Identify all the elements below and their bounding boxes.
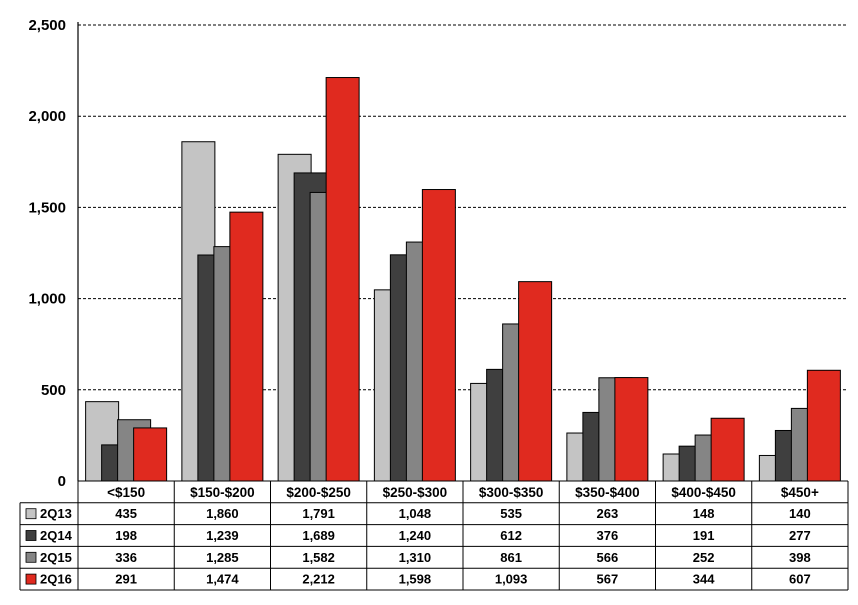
bar-2q16-4 bbox=[518, 281, 553, 482]
table-cell-value: 435 bbox=[115, 506, 137, 521]
table-cell-value: 1,791 bbox=[302, 506, 335, 521]
category-label: $450+ bbox=[781, 485, 819, 500]
legend-label: 2Q14 bbox=[40, 528, 73, 543]
table-cell-value: 861 bbox=[500, 550, 522, 565]
table-cell-value: 252 bbox=[693, 550, 715, 565]
y-tick-label: 2,000 bbox=[28, 108, 66, 125]
legend-swatch-2q14 bbox=[25, 530, 37, 541]
legend-label: 2Q15 bbox=[40, 550, 72, 565]
category-label: $300-$350 bbox=[479, 485, 544, 500]
table-cell-value: 1,093 bbox=[495, 572, 528, 587]
y-tick-label: 1,000 bbox=[28, 291, 66, 308]
table-cell-value: 1,598 bbox=[399, 572, 432, 587]
table-cell-value: 1,474 bbox=[206, 572, 239, 587]
table-cell-value: 1,582 bbox=[302, 550, 335, 565]
bar-2q16-6 bbox=[710, 417, 745, 482]
data-table: <$150 $150-$200 $200-$250 $250-$300 $300-$35… bbox=[19, 480, 849, 591]
legend-swatch-2q16 bbox=[25, 573, 37, 585]
legend-label: 2Q16 bbox=[40, 572, 72, 587]
table-cell-value: 2,212 bbox=[302, 572, 335, 587]
category-label: $250-$300 bbox=[383, 485, 448, 500]
table-cell-value: 607 bbox=[789, 572, 811, 587]
table-cell-value: 566 bbox=[597, 550, 619, 565]
legend-swatch-2q13 bbox=[25, 508, 37, 520]
category-label: $350-$400 bbox=[575, 485, 640, 500]
table-cell-value: 291 bbox=[115, 572, 137, 587]
y-axis: 0 500 1,000 1,500 2,000 2,500 bbox=[28, 17, 79, 490]
table-cell-value: 148 bbox=[693, 506, 715, 521]
bar-2q16-7 bbox=[806, 369, 841, 482]
y-tick-label: 0 bbox=[58, 473, 66, 490]
table-cell-value: 1,285 bbox=[206, 550, 239, 565]
table-cell-value: 1,310 bbox=[399, 550, 432, 565]
table-cell-value: 336 bbox=[115, 550, 137, 565]
table-cell-value: 277 bbox=[789, 528, 811, 543]
table-cell-value: 567 bbox=[597, 572, 619, 587]
table-cell-value: 376 bbox=[597, 528, 619, 543]
bar-2q16-3 bbox=[421, 189, 456, 482]
y-tick-label: 2,500 bbox=[28, 17, 66, 34]
gridlines bbox=[78, 24, 848, 391]
category-label: $400-$450 bbox=[671, 485, 736, 500]
bar-2q16-2 bbox=[325, 77, 360, 482]
table-cell-value: 1,239 bbox=[206, 528, 239, 543]
table-cell-value: 1,048 bbox=[399, 506, 432, 521]
table-cell-value: 344 bbox=[693, 572, 715, 587]
table-cell-value: 1,240 bbox=[399, 528, 432, 543]
table-cell-value: 1,689 bbox=[302, 528, 335, 543]
table-cell-value: 198 bbox=[115, 528, 137, 543]
table-cell-value: 263 bbox=[597, 506, 619, 521]
category-label: $200-$250 bbox=[286, 485, 351, 500]
bar-2q16-1 bbox=[229, 211, 264, 482]
table-cell-value: 398 bbox=[789, 550, 811, 565]
table-cell-value: 140 bbox=[789, 506, 811, 521]
category-label: <$150 bbox=[107, 485, 145, 500]
category-label: $150-$200 bbox=[190, 485, 255, 500]
table-cell-value: 535 bbox=[500, 506, 522, 521]
table-cell-value: 612 bbox=[500, 528, 522, 543]
bar-2q16-0 bbox=[133, 427, 168, 482]
y-tick-label: 500 bbox=[41, 382, 66, 399]
table-cell-value: 1,860 bbox=[206, 506, 239, 521]
legend-swatch-2q15 bbox=[25, 551, 37, 563]
y-tick-label: 1,500 bbox=[28, 199, 66, 216]
bar-2q16-5 bbox=[614, 377, 649, 482]
table-cell-value: 191 bbox=[693, 528, 715, 543]
bars bbox=[85, 77, 841, 482]
legend-label: 2Q13 bbox=[40, 506, 72, 521]
